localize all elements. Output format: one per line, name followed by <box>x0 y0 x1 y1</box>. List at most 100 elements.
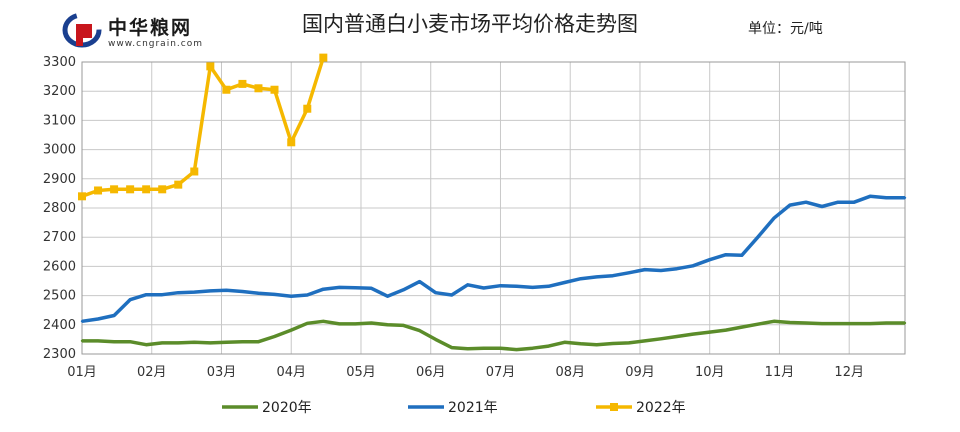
data-point <box>820 205 824 208</box>
data-point <box>531 346 534 350</box>
data-point <box>158 185 167 194</box>
series-0 <box>80 319 907 352</box>
y-tick-label: 3200 <box>43 84 76 99</box>
data-point <box>193 341 196 344</box>
series-line <box>82 319 905 352</box>
data-point <box>306 322 309 325</box>
data-point <box>290 328 293 332</box>
data-point <box>94 186 103 195</box>
data-point <box>884 321 888 325</box>
data-point <box>772 320 776 323</box>
data-point <box>756 323 760 326</box>
data-point <box>675 267 679 270</box>
legend-label: 2022年 <box>636 400 686 416</box>
data-point <box>287 138 296 147</box>
x-tick-label: 08月 <box>555 365 585 380</box>
data-point <box>740 325 743 329</box>
data-point <box>386 294 389 298</box>
legend-item: 2020年 <box>222 400 312 416</box>
data-point <box>611 342 614 345</box>
data-point <box>144 293 148 296</box>
data-point <box>595 275 598 279</box>
data-point <box>96 339 100 343</box>
legend-item: 2022年 <box>596 400 686 416</box>
x-tick-label: 11月 <box>765 365 795 380</box>
data-point <box>788 321 792 324</box>
data-point <box>804 200 808 204</box>
logo-url: www.cngrain.com <box>108 39 203 49</box>
x-tick-label: 07月 <box>486 365 516 380</box>
data-point <box>257 292 260 295</box>
data-point <box>724 253 727 256</box>
data-point <box>708 330 711 334</box>
x-tick-label: 01月 <box>67 365 97 380</box>
x-tick-label: 03月 <box>207 365 237 380</box>
data-point <box>515 348 518 351</box>
data-point <box>482 346 485 350</box>
data-point <box>306 293 309 297</box>
data-point <box>903 196 907 199</box>
data-point <box>161 341 164 345</box>
data-point <box>303 104 312 113</box>
data-point <box>563 281 566 284</box>
data-point <box>418 280 421 283</box>
data-point <box>611 274 614 277</box>
data-point <box>740 254 743 257</box>
data-point <box>338 322 341 326</box>
data-point <box>418 329 421 332</box>
data-point <box>450 346 453 349</box>
data-point <box>643 268 647 271</box>
data-point <box>804 321 808 325</box>
data-point <box>402 288 405 291</box>
data-point <box>370 287 373 290</box>
data-point <box>112 314 116 317</box>
data-point <box>241 340 244 343</box>
data-point <box>836 322 840 325</box>
data-point <box>772 217 776 220</box>
data-point <box>450 293 453 297</box>
y-tick-label: 2500 <box>43 289 76 304</box>
data-point <box>708 258 711 261</box>
data-point <box>547 285 550 288</box>
data-point <box>659 269 663 272</box>
series-1 <box>80 194 907 324</box>
data-point <box>144 343 148 346</box>
data-point <box>579 342 582 345</box>
x-tick-label: 02月 <box>137 365 167 380</box>
y-tick-label: 2800 <box>43 201 76 216</box>
data-point <box>354 286 357 289</box>
x-tick-label: 06月 <box>416 365 446 380</box>
data-point <box>820 322 824 325</box>
data-point <box>142 185 151 194</box>
x-tick-label: 10月 <box>695 365 725 380</box>
data-point <box>177 291 180 294</box>
data-point <box>836 200 840 204</box>
data-point <box>209 289 212 293</box>
x-axis: 01月 02月 03月 04月 05月 06月 07月 08月 09月 10月 11月 12月 <box>67 365 864 380</box>
data-point <box>273 293 276 296</box>
data-point <box>627 271 631 275</box>
data-point <box>80 339 84 343</box>
data-point <box>273 335 276 338</box>
data-point <box>80 320 84 323</box>
data-point <box>788 203 792 207</box>
data-point <box>691 264 695 268</box>
data-point <box>96 317 100 321</box>
data-point <box>338 286 341 289</box>
y-tick-label: 3000 <box>43 143 76 158</box>
data-point <box>482 286 485 290</box>
legend-marker <box>610 403 618 411</box>
data-point <box>643 339 647 343</box>
data-point <box>110 185 119 194</box>
data-point <box>193 290 196 294</box>
data-point <box>386 323 389 326</box>
data-point <box>322 287 325 291</box>
data-point <box>322 320 325 323</box>
series-line <box>81 57 325 198</box>
data-point <box>174 180 183 189</box>
y-tick-label: 2900 <box>43 172 76 187</box>
plot-frame <box>81 61 906 355</box>
data-point <box>852 322 856 325</box>
data-point <box>756 236 760 239</box>
